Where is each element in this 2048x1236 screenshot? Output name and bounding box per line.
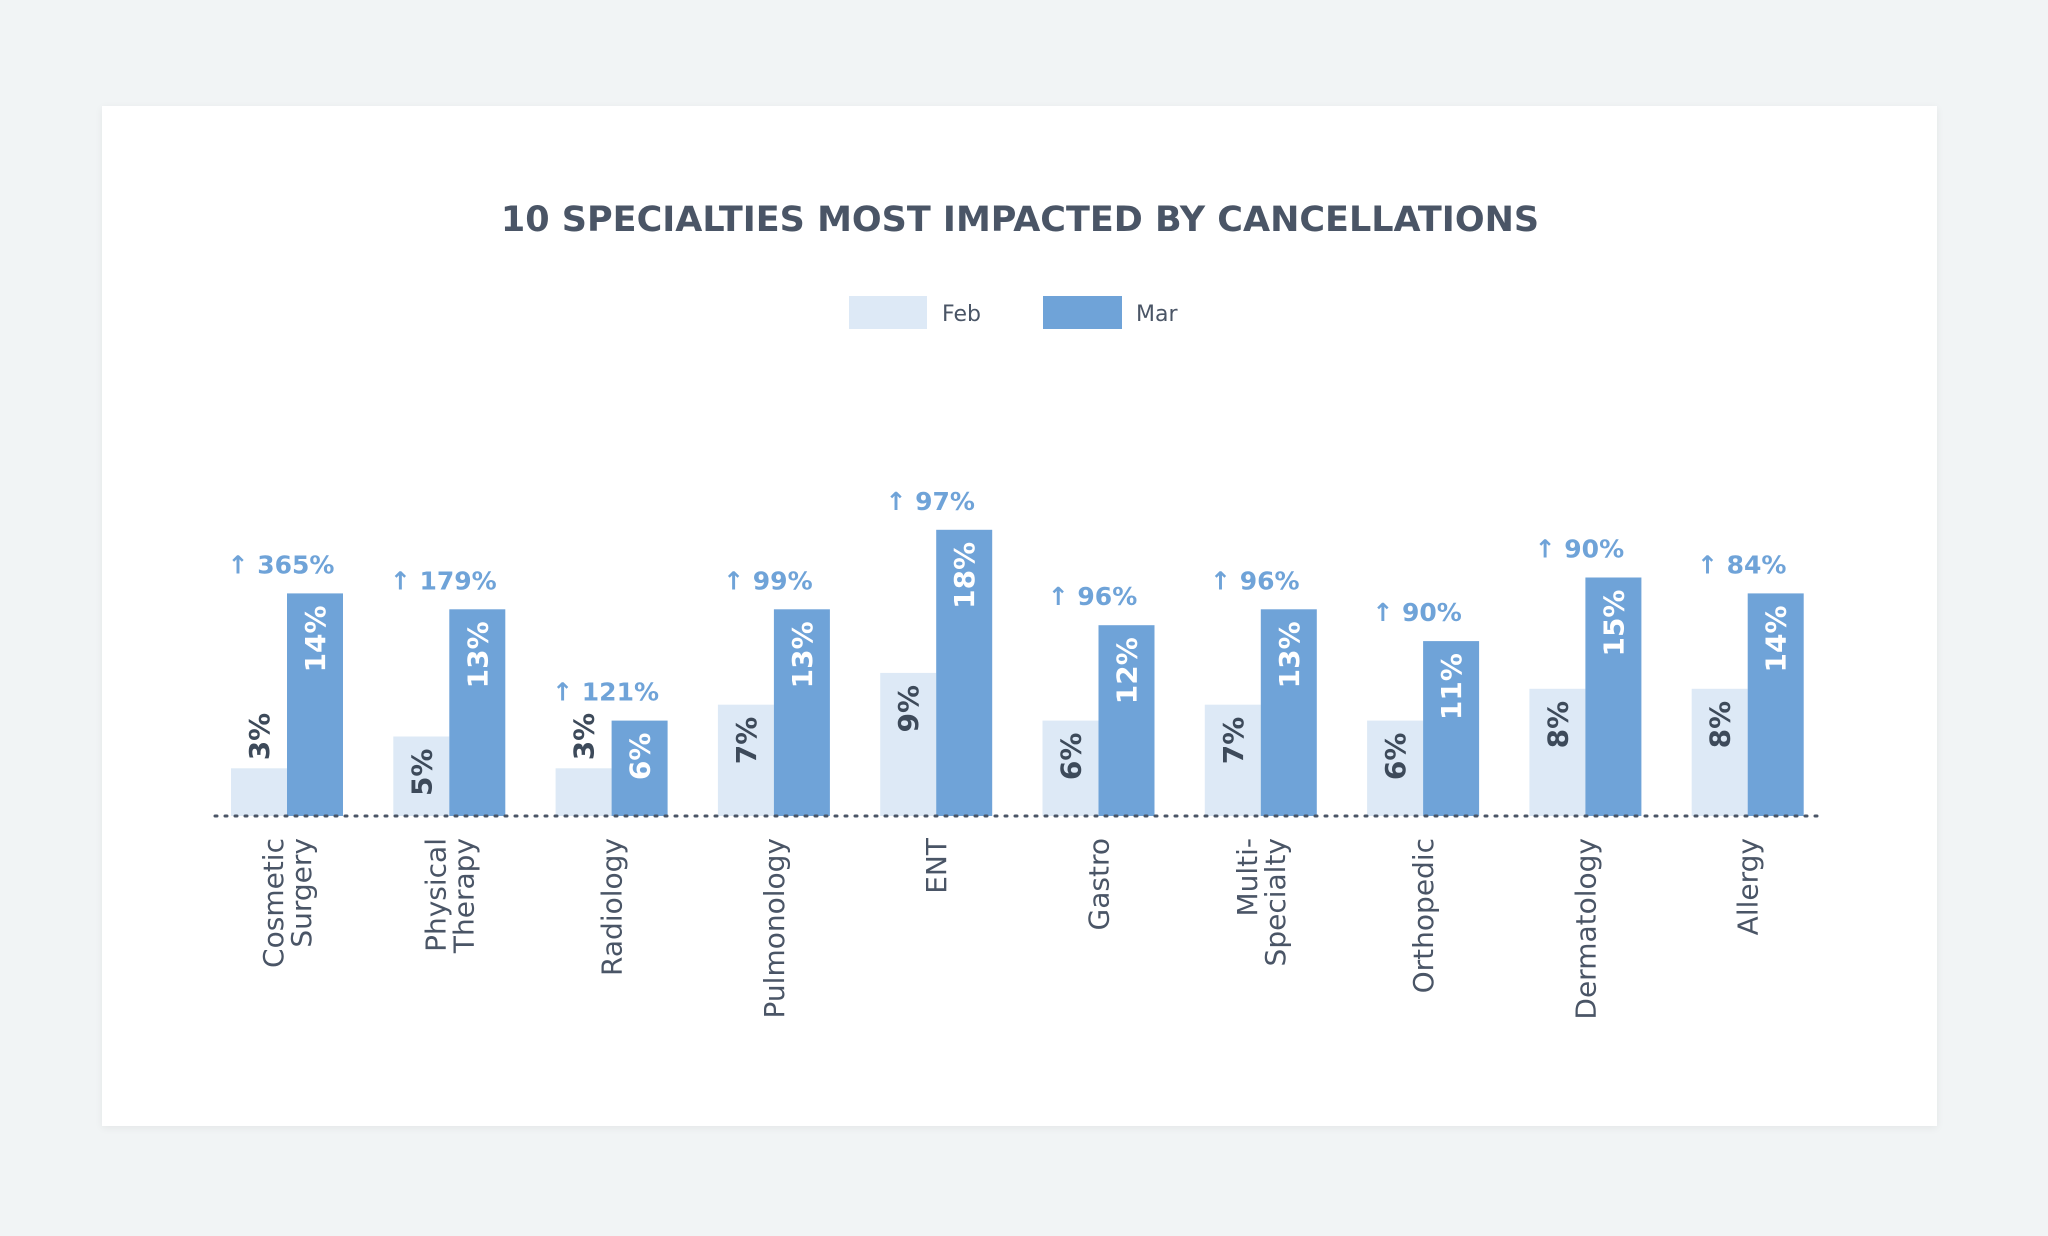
category-label: Allergy [1732,838,1765,935]
category-label: Orthopedic [1407,838,1440,993]
category-label: Cosmetic [257,838,290,968]
legend-label-feb: Feb [942,302,981,327]
value-label-feb: 5% [405,749,438,797]
legend: Feb Mar [849,296,1178,329]
value-label-mar: 18% [948,542,981,609]
change-label: ↑ 97% [885,487,975,516]
category-label: Gastro [1083,838,1116,930]
bar-feb [717,704,774,816]
value-label-mar: 14% [299,605,332,672]
bar-mar [773,609,830,816]
chart-title: 10 SPECIALTIES MOST IMPACTED BY CANCELLA… [501,200,1539,240]
change-label: ↑ 179% [390,566,497,595]
value-label-feb: 7% [1217,717,1250,765]
category-label: Pulmonology [758,838,791,1018]
change-label: ↑ 96% [1048,582,1138,611]
value-label-mar: 14% [1760,605,1793,672]
category-label: Multi- [1231,838,1264,917]
bar-mar [1585,577,1642,816]
bar-mar [936,529,993,816]
value-label-feb: 8% [1541,701,1574,749]
change-label: ↑ 121% [552,678,659,707]
bar-mar [1260,609,1317,816]
legend-swatch-mar [1043,296,1122,329]
bar-feb [1529,688,1586,816]
value-label-mar: 11% [1435,653,1468,720]
bar-mar [287,593,343,816]
bar-mar [1747,593,1804,816]
bar-feb [231,768,287,816]
bar-feb [393,736,450,816]
value-label-feb: 7% [730,717,763,765]
change-label: ↑ 90% [1372,598,1462,627]
value-label-feb: 8% [1704,701,1737,749]
bar-feb [555,768,612,816]
legend-swatch-feb [849,296,927,329]
legend-label-mar: Mar [1136,302,1178,327]
value-label-feb: 6% [1055,733,1088,781]
bar-feb [1367,720,1424,816]
value-label-feb: 3% [243,713,276,761]
category-label: Surgery [285,838,318,948]
value-label-mar: 12% [1111,637,1144,704]
category-label: Therapy [447,838,480,954]
bar-mar [449,609,506,816]
change-label: ↑ 99% [723,566,813,595]
category-label: Specialty [1259,838,1292,966]
value-label-mar: 6% [624,733,657,781]
value-label-feb: 6% [1379,733,1412,781]
value-label-mar: 13% [1273,621,1306,688]
value-label-feb: 3% [568,713,601,761]
value-label-feb: 9% [892,685,925,733]
bar-mar [611,720,668,816]
value-label-mar: 15% [1597,590,1630,657]
category-label: Radiology [596,838,629,976]
bar-mar [1098,625,1155,816]
bar-feb [880,672,937,816]
category-label: Physical [419,838,452,952]
value-label-mar: 13% [786,621,819,688]
bar-feb [1042,720,1099,816]
change-label: ↑ 90% [1535,535,1625,564]
change-label: ↑ 365% [228,550,335,579]
bar-feb [1204,704,1261,816]
change-label: ↑ 96% [1210,566,1300,595]
bar-feb [1691,688,1748,816]
category-label: ENT [920,837,953,894]
change-label: ↑ 84% [1697,550,1787,579]
value-label-mar: 13% [461,621,494,688]
bar-mar [1423,641,1480,816]
category-label: Dermatology [1569,838,1602,1020]
